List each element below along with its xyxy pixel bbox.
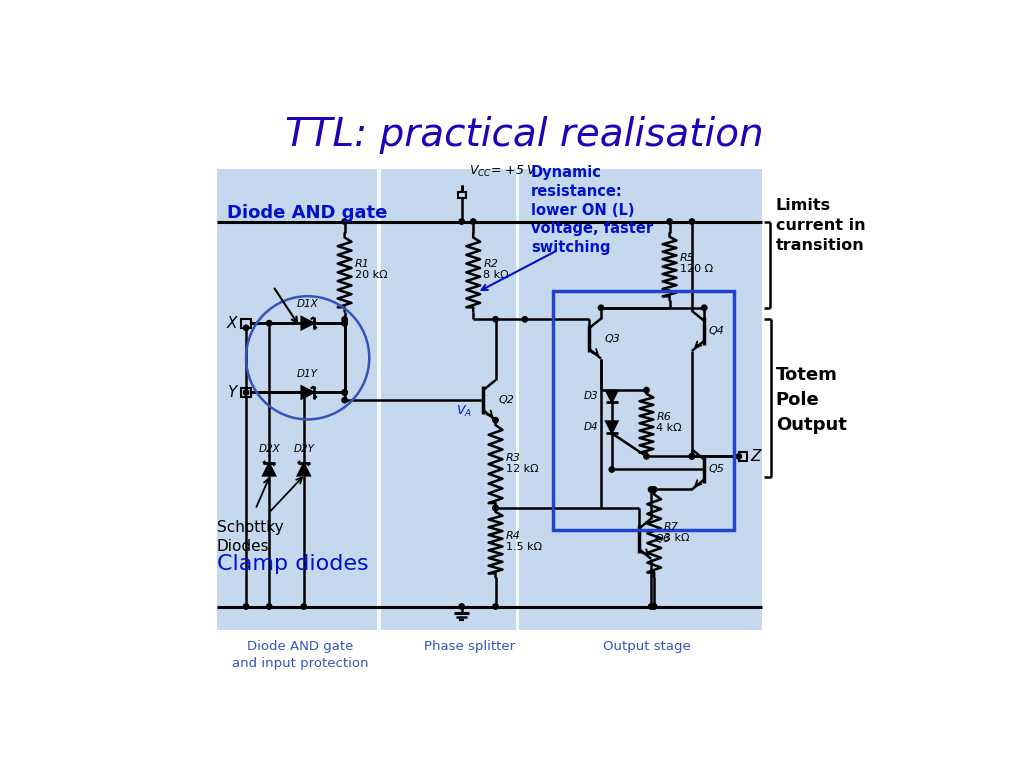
Circle shape [342,390,347,396]
Circle shape [244,604,249,609]
Circle shape [244,390,249,396]
Text: 8 kΩ: 8 kΩ [483,270,509,280]
Circle shape [689,454,694,459]
Text: R5: R5 [680,253,694,263]
Text: TTL: practical realisation: TTL: practical realisation [286,115,764,154]
Polygon shape [301,317,313,329]
Circle shape [342,320,347,326]
Text: Y: Y [227,385,237,400]
Circle shape [266,320,271,326]
Text: 3 kΩ: 3 kΩ [665,533,690,543]
Text: D2X: D2X [258,444,280,454]
Circle shape [342,398,347,403]
Circle shape [522,316,527,322]
Text: Limits
current in
transition: Limits current in transition [776,198,865,253]
Bar [739,452,746,461]
Polygon shape [606,422,617,433]
Bar [515,169,519,630]
Text: D1X: D1X [297,300,318,310]
Circle shape [609,467,614,472]
Bar [242,319,251,328]
Bar [553,291,734,529]
Bar [217,169,762,630]
Circle shape [459,219,464,224]
Circle shape [651,604,656,609]
Text: Q2: Q2 [499,396,514,406]
Text: Phase splitter: Phase splitter [424,641,515,654]
Circle shape [459,604,464,609]
Text: 12 kΩ: 12 kΩ [506,464,539,474]
Text: R4: R4 [506,531,520,541]
Text: Output stage: Output stage [602,641,690,654]
Polygon shape [606,391,617,402]
Circle shape [644,454,649,459]
Circle shape [493,604,499,609]
Text: Q5: Q5 [708,465,724,475]
Text: D3: D3 [584,392,598,402]
Circle shape [301,604,306,609]
Text: Diode AND gate: Diode AND gate [226,204,387,222]
Text: 4 kΩ: 4 kΩ [656,423,682,433]
Text: Schottky
Diodes: Schottky Diodes [217,519,284,554]
Text: D4: D4 [584,422,598,432]
Text: 120 Ω: 120 Ω [680,264,713,274]
Circle shape [342,316,347,322]
Text: Q6: Q6 [654,534,670,544]
Circle shape [736,454,741,459]
Circle shape [342,390,347,396]
Circle shape [342,320,347,326]
Circle shape [651,487,656,492]
Circle shape [598,305,604,310]
Circle shape [648,604,653,609]
Circle shape [266,604,271,609]
Text: Totem
Pole
Output: Totem Pole Output [776,366,847,434]
Text: Q3: Q3 [604,333,620,343]
Text: $V_A$: $V_A$ [457,404,472,419]
Text: Q4: Q4 [708,326,724,336]
Text: 20 kΩ: 20 kΩ [354,270,387,280]
Text: R2: R2 [483,259,498,269]
Text: D1Y: D1Y [297,369,318,379]
Circle shape [342,320,347,326]
Polygon shape [263,463,275,475]
Text: R7: R7 [665,522,679,532]
Text: R6: R6 [656,412,672,422]
Text: X: X [226,316,237,331]
Bar [242,388,251,397]
Circle shape [244,325,249,330]
Bar [458,192,466,198]
Circle shape [493,505,499,511]
Circle shape [493,505,499,511]
Circle shape [470,219,476,224]
Circle shape [667,219,672,224]
Circle shape [644,387,649,393]
Text: R3: R3 [506,453,520,463]
Text: D2Y: D2Y [293,444,314,454]
Circle shape [701,305,707,310]
Circle shape [342,219,347,224]
Circle shape [301,390,306,396]
Bar [377,169,381,630]
Text: 1.5 kΩ: 1.5 kΩ [506,542,542,552]
Polygon shape [301,386,313,399]
Text: Diode AND gate
and input protection: Diode AND gate and input protection [231,641,369,670]
Text: $V_{CC}$= +5 V: $V_{CC}$= +5 V [469,164,539,179]
Circle shape [493,418,499,423]
Text: Clamp diodes: Clamp diodes [217,554,369,574]
Polygon shape [298,463,310,475]
Text: R1: R1 [354,259,370,269]
Text: Dynamic
resistance:
lower ON (L)
voltage, faster
switching: Dynamic resistance: lower ON (L) voltage… [531,165,653,255]
Circle shape [689,219,694,224]
Text: Z: Z [751,449,761,464]
Circle shape [689,454,694,459]
Circle shape [648,487,653,492]
Circle shape [493,316,499,322]
